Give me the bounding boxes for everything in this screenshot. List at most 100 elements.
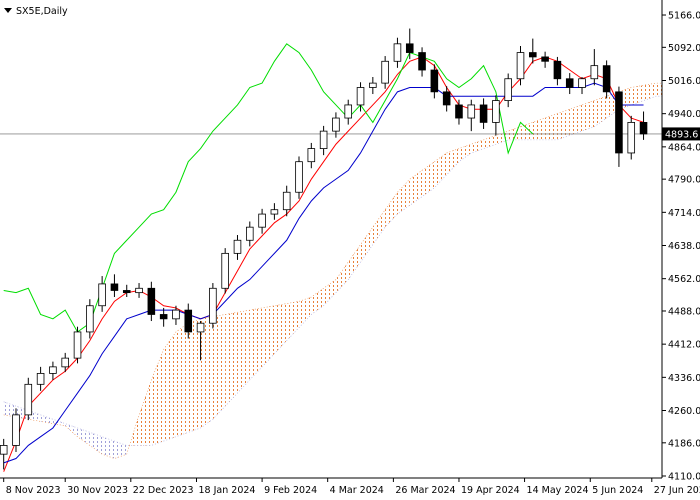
cloud-fill	[262, 305, 275, 367]
cloud-fill	[323, 279, 336, 306]
candle-body	[258, 213, 266, 228]
cloud-fill	[102, 436, 115, 459]
cloud-span-line	[3, 95, 662, 446]
cloud-fill	[311, 288, 324, 315]
candle-body	[282, 191, 291, 211]
y-tick-label: 5016.0	[668, 76, 700, 87]
y-tick-label: 4336.0	[668, 373, 700, 384]
cloud-fill	[237, 310, 250, 394]
cloud-fill	[471, 139, 484, 153]
cloud-fill	[397, 179, 410, 215]
candle-body	[49, 366, 57, 374]
candle-body	[295, 161, 303, 193]
last-price-label: 4893.6	[665, 129, 698, 140]
cloud-fill	[458, 144, 472, 162]
x-tick-label: 22 Dec 2023	[133, 485, 194, 496]
cloud-fill	[446, 148, 459, 175]
cloud-fill	[495, 131, 509, 145]
x-tick-label: 8 Nov 2023	[6, 485, 61, 496]
cloud-fill	[557, 109, 570, 140]
cloud-fill	[114, 441, 127, 459]
cloud-fill	[545, 113, 558, 140]
x-tick-label: 4 Mar 2024	[330, 485, 384, 496]
y-tick-label: 4790.0	[668, 175, 700, 186]
candle-body	[319, 130, 328, 149]
candle-body	[307, 148, 316, 163]
candle-body	[565, 78, 574, 88]
cloud-fill	[274, 303, 287, 354]
candle-body	[541, 56, 549, 62]
y-tick-label: 4110.0	[668, 471, 700, 482]
candle-body	[381, 60, 389, 84]
last-price-tag	[662, 127, 700, 141]
x-tick-label: 5 Jun 2024	[592, 485, 643, 496]
candle-body	[86, 305, 94, 333]
indicator-line	[3, 56, 644, 472]
candle-body	[110, 283, 119, 291]
candle-body	[61, 357, 69, 368]
candle-body	[602, 65, 611, 93]
cloud-fill	[200, 316, 213, 428]
candle-body	[516, 52, 525, 80]
indicator-line	[3, 82, 644, 464]
cloud-fill	[643, 83, 656, 101]
y-tick-label: 4186.0	[668, 438, 700, 449]
cloud-fill	[594, 96, 607, 127]
cloud-fill	[151, 349, 164, 446]
plot-area	[0, 28, 662, 472]
cloud-span-line	[3, 82, 662, 459]
candle-body	[418, 52, 426, 71]
cloud-fill	[175, 323, 189, 437]
x-tick-label: 19 Apr 2024	[461, 485, 520, 496]
candle-body	[405, 43, 414, 53]
y-tick-label: 4864.0	[668, 142, 700, 153]
candle-body	[159, 314, 168, 320]
cloud-fill	[422, 161, 435, 197]
candle-body	[356, 87, 365, 106]
candle-body	[246, 226, 254, 241]
candle-body	[147, 287, 156, 315]
cloud-fill	[249, 307, 263, 380]
y-tick-label: 5092.0	[668, 43, 700, 54]
candle-body	[479, 104, 488, 123]
cloud-fill	[483, 135, 496, 149]
candle-body	[24, 383, 33, 416]
candle-body	[221, 252, 229, 289]
x-tick-label: 26 Mar 2024	[395, 485, 455, 496]
candle-body	[442, 91, 451, 106]
x-tick-label: 27 Jun 2024	[654, 485, 700, 496]
candle-body	[504, 78, 512, 101]
cloud-fill	[434, 152, 447, 188]
cloud-fill	[582, 100, 595, 132]
y-tick-label: 4638.0	[668, 241, 700, 252]
candle-body	[627, 122, 636, 154]
cloud-fill	[348, 244, 361, 280]
cloud-fill	[655, 83, 662, 97]
cloud-fill	[286, 301, 300, 341]
x-tick-label: 14 May 2024	[527, 485, 589, 496]
candle-body	[270, 209, 279, 215]
candle-body	[0, 445, 8, 455]
y-tick-label: 4940.0	[668, 109, 700, 120]
cloud-fill	[520, 122, 533, 140]
candle-body	[209, 287, 217, 324]
cloud-fill	[225, 312, 238, 407]
y-tick-label: 4488.0	[668, 306, 700, 317]
cloud-fill	[532, 118, 546, 140]
y-tick-label: 4562.0	[668, 274, 700, 285]
y-tick-label: 5166.0	[668, 11, 700, 22]
candle-body	[12, 414, 20, 446]
candle-body	[332, 117, 340, 132]
cloud-fill	[126, 414, 140, 455]
cloud-fill	[3, 401, 16, 418]
candle-body	[369, 82, 377, 88]
candle-body	[36, 373, 45, 385]
candle-body	[233, 239, 242, 254]
cloud-fill	[89, 432, 103, 455]
y-tick-label: 4412.0	[668, 340, 700, 351]
candle-body	[73, 331, 82, 359]
cloud-fill	[188, 318, 201, 433]
cloud-fill	[212, 314, 226, 420]
chart-title: SX5E,Daily	[16, 6, 68, 17]
